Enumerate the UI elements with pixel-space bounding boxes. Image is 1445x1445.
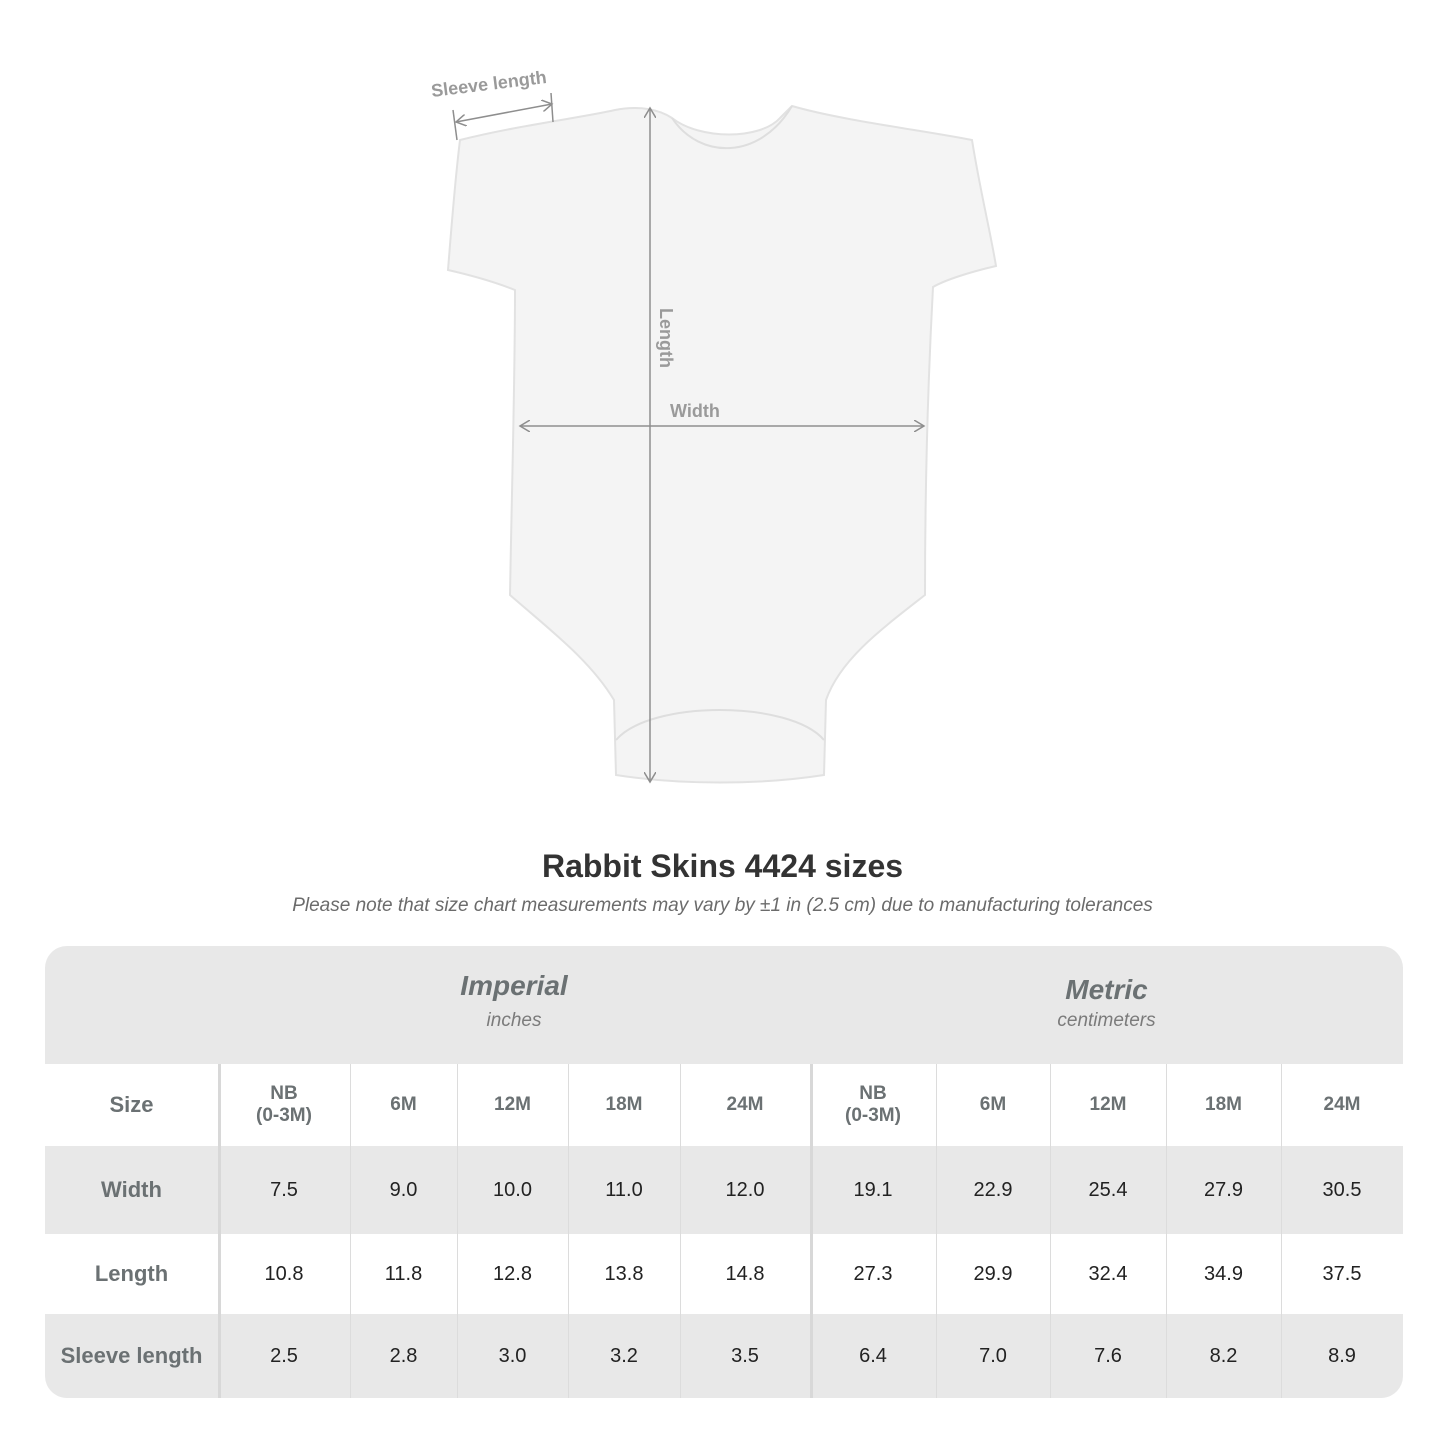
measurement-cell: 29.9	[973, 1262, 1013, 1285]
page-title: Rabbit Skins 4424 sizes	[541, 848, 904, 884]
collar-seam	[671, 105, 793, 149]
measurement-cell: 14.8	[725, 1262, 765, 1285]
measurement-cell: 13.8	[604, 1262, 644, 1285]
size-chart-table: Imperial inches Metric centimeters Size N…	[45, 946, 1403, 1398]
sleeve-tick-right	[550, 92, 554, 123]
measurement-cell: 10.0	[493, 1178, 532, 1201]
column-divider	[350, 1064, 351, 1398]
measurement-cell: 32.4	[1088, 1262, 1128, 1285]
length-label: Length	[656, 308, 676, 368]
width-label: Width	[670, 401, 720, 421]
measurement-cell: 9.0	[389, 1178, 418, 1201]
size-column-header: 18M	[605, 1094, 643, 1115]
measurement-cell: 2.5	[270, 1344, 298, 1367]
size-column-header: 24M	[1323, 1094, 1361, 1115]
row-band-sleeve	[45, 1314, 1403, 1398]
measurement-cell: 7.5	[270, 1178, 298, 1201]
measurement-cell: 34.9	[1204, 1262, 1243, 1285]
measurement-cell: 8.2	[1209, 1344, 1238, 1367]
size-column-header: 6M	[390, 1094, 417, 1115]
metric-unit: centimeters	[1057, 1010, 1156, 1031]
column-divider	[218, 1064, 221, 1398]
column-divider	[1050, 1064, 1051, 1398]
column-divider	[680, 1064, 681, 1398]
size-column-header: 24M	[726, 1094, 764, 1115]
imperial-header: Imperial inches	[218, 946, 810, 1064]
measurement-cell: 8.9	[1328, 1344, 1356, 1367]
measurement-cell: 27.9	[1204, 1178, 1243, 1201]
row-label: Length	[94, 1261, 169, 1286]
onesie-measurement-diagram: Sleeve length Length Width	[430, 67, 998, 784]
header-band	[45, 946, 1403, 1064]
measurement-cell: 30.5	[1322, 1178, 1362, 1201]
measurement-cell: 6.4	[859, 1344, 887, 1367]
measurement-cell: 37.5	[1322, 1262, 1362, 1285]
column-divider	[1281, 1064, 1282, 1398]
row-label: Width	[101, 1177, 162, 1202]
column-divider	[810, 1064, 813, 1398]
metric-header: Metric centimeters	[810, 946, 1403, 1064]
size-header: Size	[109, 1092, 154, 1117]
size-column-header: 18M	[1205, 1094, 1242, 1115]
column-divider	[457, 1064, 458, 1398]
measurement-cell: 25.4	[1088, 1178, 1128, 1201]
sleeve-tick-left	[452, 109, 458, 141]
onesie-garment	[446, 104, 998, 784]
column-divider	[1166, 1064, 1167, 1398]
metric-title: Metric	[1065, 974, 1148, 1005]
measurement-cell: 19.1	[853, 1178, 893, 1201]
measurement-cell: 27.3	[853, 1262, 893, 1285]
measurement-cell: 3.5	[731, 1344, 759, 1367]
measurement-cell: 2.8	[389, 1344, 418, 1367]
row-label: Sleeve length	[60, 1343, 203, 1368]
size-column-header: 12M	[1089, 1094, 1127, 1115]
measurement-cell: 10.8	[264, 1262, 304, 1285]
tolerance-note: Please note that size chart measurements…	[292, 895, 1153, 916]
sleeve-length-measure-line	[456, 104, 552, 122]
row-band-width	[45, 1146, 1403, 1234]
measurement-cell: 3.2	[610, 1344, 638, 1367]
size-column-header: NB (0-3M)	[256, 1083, 312, 1126]
imperial-title: Imperial	[460, 970, 568, 1001]
size-column-header: 6M	[979, 1094, 1007, 1115]
measurement-cell: 3.0	[498, 1344, 527, 1367]
measurement-cell: 7.0	[979, 1344, 1007, 1367]
measurement-cell: 11.0	[605, 1178, 643, 1201]
measurement-cell: 12.8	[493, 1262, 532, 1285]
measurement-cell: 22.9	[973, 1178, 1013, 1201]
measurement-cell: 11.8	[384, 1262, 423, 1285]
size-column-header: NB (0-3M)	[845, 1083, 901, 1126]
size-column-header: 12M	[494, 1094, 531, 1115]
sleeve-length-label: Sleeve length	[430, 67, 548, 101]
imperial-unit: inches	[486, 1010, 542, 1031]
column-divider	[936, 1064, 937, 1398]
column-divider	[568, 1064, 569, 1398]
measurement-cell: 12.0	[725, 1178, 765, 1201]
snap-flap	[615, 709, 825, 741]
measurement-cell: 7.6	[1094, 1344, 1122, 1367]
